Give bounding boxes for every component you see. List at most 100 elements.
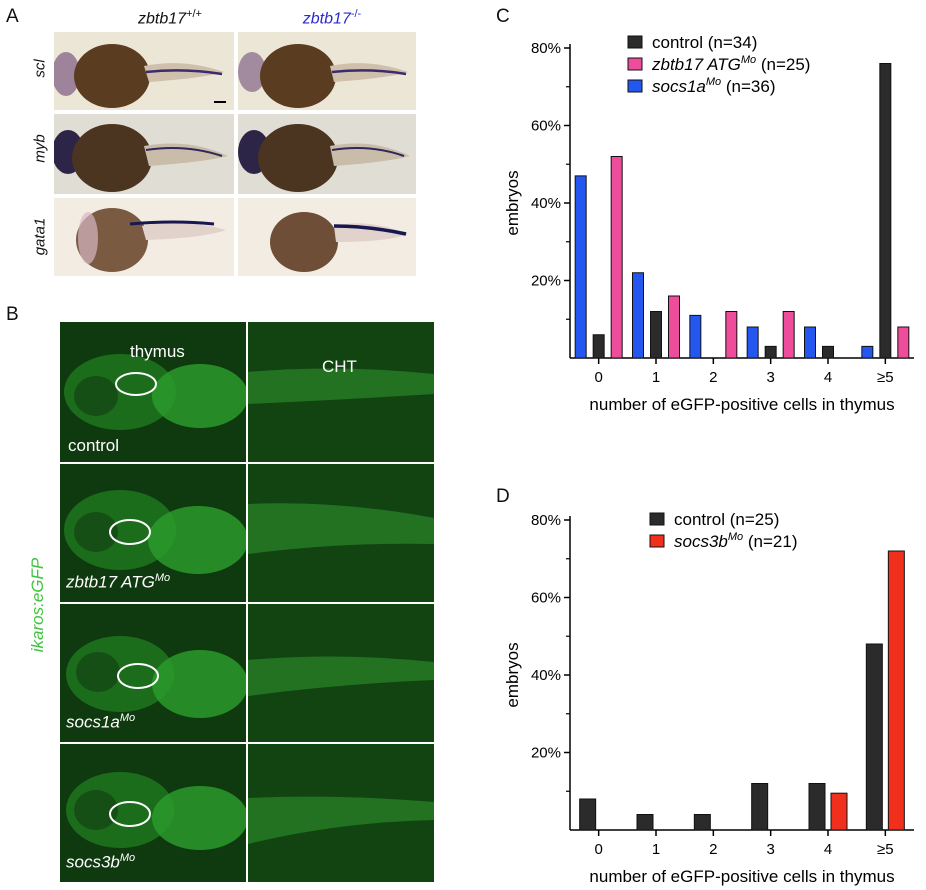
fluorescence-image-zbtb17-tail — [248, 464, 434, 602]
y-axis-label: embryos — [503, 642, 522, 707]
fluorescence-image-control-tail — [248, 322, 434, 462]
chart-panel-d: 20% 40% 60% 80% embryos 0 1 2 3 4 ≥5 number of eGFP… — [503, 510, 914, 886]
x-tick-label: 0 — [594, 841, 602, 858]
row-label-zbtb17-atg-mo: zbtb17 ATGMo — [66, 572, 170, 593]
y-tick-label: 80% — [531, 40, 561, 57]
legend-swatch — [649, 534, 665, 548]
thymus-circle — [109, 801, 151, 827]
x-tick-label: 4 — [824, 841, 832, 858]
row-label-scl: scl — [31, 59, 49, 78]
legend-entry: zbtb17 ATGMo (n=25) — [651, 54, 810, 74]
fluorescence-image-socs1a-head — [60, 604, 246, 742]
bar-control — [865, 643, 883, 831]
ish-image-myb-mutant — [238, 114, 416, 194]
bar-zbtb17-atg — [897, 326, 910, 359]
col1-genotype: +/+ — [186, 8, 202, 20]
bar-zbtb17-atg — [782, 311, 795, 359]
y-tick-label: 20% — [531, 273, 561, 290]
fluorescence-image-control-head — [60, 322, 246, 462]
ish-image-scl-mutant — [238, 32, 416, 110]
panel-a-col2-header: zbtb17-/- — [262, 8, 402, 28]
chart-panel-c: 20% 40% 60% 80% embryos 0 1 2 3 4 ≥5 number of eGFP… — [503, 33, 914, 414]
row-label-socs3b-mo: socs3bMo — [66, 852, 135, 873]
bar-control — [650, 311, 662, 359]
col2-gene: zbtb17 — [302, 10, 351, 28]
bar-control — [808, 783, 826, 831]
panel-a-col1-header: zbtb17+/+ — [100, 8, 240, 28]
fluorescence-image-socs1a-tail — [248, 604, 434, 742]
ish-image-scl-wt — [54, 32, 234, 110]
morpholino-sup: Mo — [154, 572, 171, 584]
bar-socs1a — [689, 314, 702, 359]
col1-gene: zbtb17 — [138, 10, 187, 28]
panel-b-letter: B — [6, 304, 19, 325]
x-axis-label: number of eGFP-positive cells in thymus — [589, 867, 894, 886]
y-tick-label: 80% — [531, 512, 561, 529]
fluorescence-image-zbtb17-head — [60, 464, 246, 602]
bar-control — [693, 814, 711, 831]
morpholino-sup: Mo — [119, 712, 136, 724]
col2-genotype: -/- — [350, 8, 362, 20]
y-tick-label: 60% — [531, 590, 561, 607]
reporter-line-label: ikaros:eGFP — [28, 557, 47, 653]
thymus-circle — [109, 519, 151, 545]
row-label-socs1a-mo: socs1aMo — [66, 712, 135, 733]
x-tick-label: 1 — [652, 369, 660, 386]
y-tick-label: 60% — [531, 118, 561, 135]
x-tick-label: 2 — [709, 841, 717, 858]
legend-entry: socs3bMo (n=21) — [674, 531, 798, 551]
morpholino-name: socs1a — [66, 712, 120, 732]
ish-image-myb-wt — [54, 114, 234, 194]
bar-socs3b — [887, 550, 905, 831]
bar-control — [579, 798, 597, 831]
row-label-gata1: gata1 — [31, 217, 49, 256]
panel-d-letter: D — [496, 486, 510, 507]
bar-zbtb17-atg — [725, 311, 738, 359]
legend-swatch — [627, 79, 643, 93]
thymus-circle — [117, 663, 159, 689]
bar-control — [751, 783, 769, 831]
legend-entry: control (n=34) — [652, 33, 757, 52]
bar-socs3b — [830, 792, 848, 831]
bar-zbtb17-atg — [668, 295, 680, 359]
x-tick-label: 3 — [766, 841, 774, 858]
panel-a-letter: A — [6, 6, 19, 27]
cht-label: CHT — [322, 357, 357, 376]
x-tick-label: 0 — [594, 369, 602, 386]
x-tick-label: ≥5 — [877, 841, 894, 858]
y-tick-label: 20% — [531, 745, 561, 762]
x-tick-label: 3 — [766, 369, 774, 386]
thymus-label: thymus — [130, 342, 185, 361]
ish-image-gata1-wt — [54, 198, 234, 276]
bar-socs1a — [804, 326, 816, 359]
morpholino-name: socs3b — [66, 852, 120, 872]
y-tick-label: 40% — [531, 195, 561, 212]
legend-swatch — [627, 57, 643, 71]
ish-image-gata1-mutant — [238, 198, 416, 276]
x-tick-label: 4 — [824, 369, 832, 386]
bar-socs1a — [861, 345, 874, 359]
bar-control — [822, 345, 834, 359]
fluorescence-image-socs3b-head — [60, 744, 246, 882]
x-tick-label: ≥5 — [877, 369, 894, 386]
y-axis-label: embryos — [503, 170, 522, 235]
bar-zbtb17-atg — [610, 156, 623, 359]
legend-swatch — [649, 512, 665, 526]
bar-control — [764, 345, 777, 359]
bar-socs1a — [574, 175, 587, 359]
x-tick-label: 2 — [709, 369, 717, 386]
legend-entry: socs1aMo (n=36) — [652, 76, 776, 96]
x-axis-label: number of eGFP-positive cells in thymus — [589, 395, 894, 414]
bar-control — [592, 334, 605, 359]
bar-control — [879, 63, 892, 359]
legend-entry: control (n=25) — [674, 510, 779, 529]
legend-swatch — [627, 35, 643, 49]
x-tick-label: 1 — [652, 841, 660, 858]
fluorescence-image-socs3b-tail — [248, 744, 434, 882]
y-tick-label: 40% — [531, 667, 561, 684]
row-label-myb: myb — [31, 134, 49, 163]
panel-c-letter: C — [496, 6, 510, 27]
bar-socs1a — [632, 272, 644, 359]
bar-control — [636, 814, 654, 831]
row-label-control: control — [68, 436, 120, 455]
